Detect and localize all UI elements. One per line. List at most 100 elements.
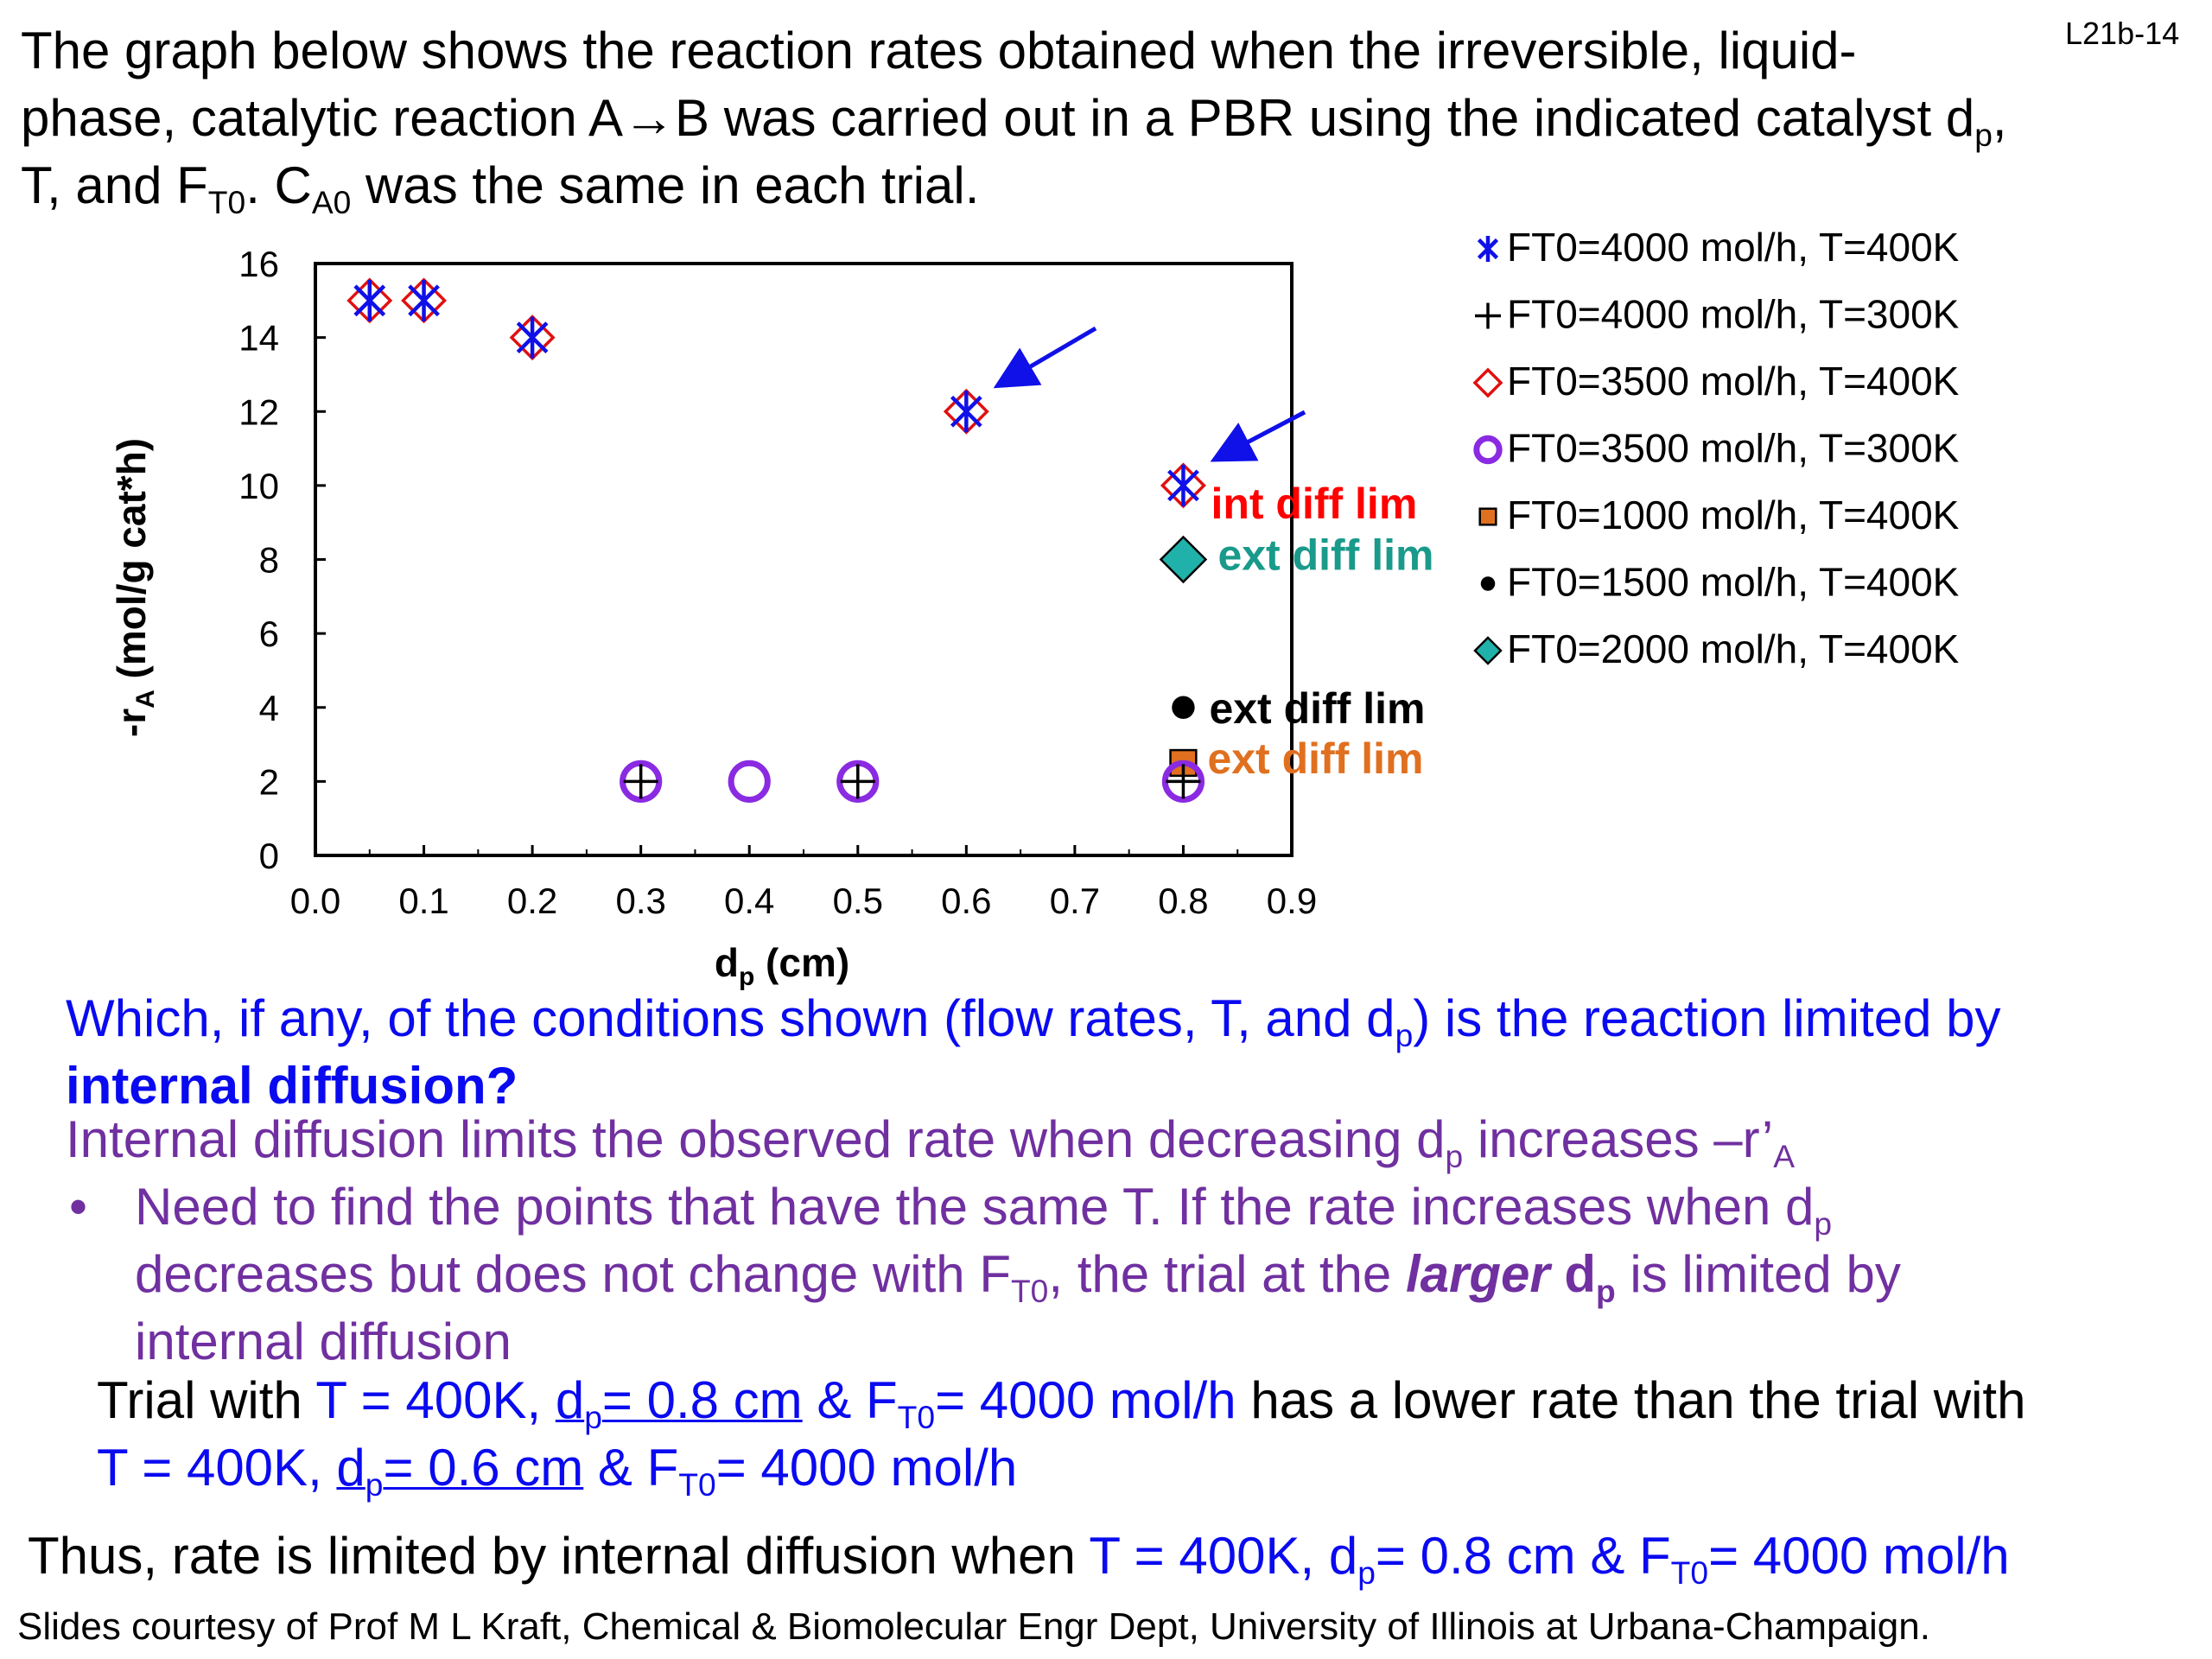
- question-line-2: internal diffusion?: [66, 1052, 518, 1120]
- legend-label: FT0=2000 mol/h, T=400K: [1507, 626, 1960, 671]
- plot-area: [314, 262, 1294, 857]
- data-point: [840, 764, 875, 799]
- intro-text-1: The graph below shows the reaction rates…: [21, 22, 1857, 79]
- answer-sub-p: p: [1445, 1137, 1464, 1174]
- y-tick-label: 8: [259, 540, 279, 581]
- x-tick-label: 0.4: [724, 880, 774, 921]
- conclusion-line: Thus, rate is limited by internal diffus…: [28, 1522, 2010, 1590]
- x-axis-label: dp (cm): [715, 940, 849, 991]
- data-point: [1167, 464, 1199, 506]
- trial-line-1: Trial with T = 400K, dp= 0.8 cm & FT0= 4…: [97, 1367, 2025, 1434]
- annotation-arrow: [1210, 410, 1306, 462]
- intro-sub-p: p: [1974, 116, 1993, 153]
- question-text-1b: ) is the reaction limited by: [1413, 989, 2001, 1047]
- series-diamond-fill: [1159, 535, 1208, 584]
- y-tick-label: 6: [259, 613, 279, 654]
- intro-line-3: T, and FT0. CA0 was the same in each tri…: [21, 152, 979, 219]
- x-tick-label: 0.6: [941, 880, 991, 921]
- answer-line-1: Internal diffusion limits the observed r…: [66, 1106, 1795, 1173]
- annotation-label: ext diff lim: [1217, 531, 1433, 580]
- data-point: [623, 764, 658, 799]
- x-tick-label: 0.1: [398, 880, 448, 921]
- data-point: [353, 279, 386, 321]
- trial-line-2: T = 400K, dp= 0.6 cm & FT0= 4000 mol/h: [97, 1434, 1017, 1502]
- legend-item: FT0=1500 mol/h, T=400K: [1480, 560, 1960, 605]
- legend-marker: [1480, 576, 1496, 591]
- axis-ticks: 0.0 0.1 0.2 0.3 0.4 0.5 0.6 0.7 0.8 0.9 0 2 4 6 8 10 12 1…: [238, 244, 1317, 921]
- data-point: [408, 279, 440, 321]
- intro-line-1: The graph below shows the reaction rates…: [21, 17, 1857, 85]
- y-tick-label: 2: [259, 761, 279, 802]
- intro-sub-t0: T0: [207, 183, 246, 220]
- answer-bullet-text-2a: decreases but does not change with F: [135, 1245, 1011, 1303]
- data-point: [950, 391, 982, 433]
- intro-text-2b: ,: [1992, 89, 2007, 147]
- legend-label: FT0=4000 mol/h, T=400K: [1507, 225, 1960, 270]
- answer-bullet-sub-t0: T0: [1010, 1272, 1049, 1309]
- legend-label: FT0=1000 mol/h, T=400K: [1507, 493, 1960, 537]
- trial-ft0-1: & FT0= 4000 mol/h: [802, 1371, 1236, 1435]
- series-circle-open: [620, 760, 1205, 803]
- data-point: [836, 760, 880, 803]
- legend-item: FT0=4000 mol/h, T=300K: [1475, 292, 1960, 337]
- y-tick-label: 12: [238, 391, 279, 432]
- legend-marker: [1473, 636, 1503, 665]
- annotation-label: int diff lim: [1211, 480, 1417, 528]
- answer-bullet-line-3: internal diffusion: [135, 1308, 512, 1376]
- x-tick-label: 0.5: [833, 880, 883, 921]
- legend-marker: [1475, 302, 1501, 329]
- legend-item: FT0=3500 mol/h, T=300K: [1473, 426, 1960, 471]
- answer-text-1b: increases –r’: [1463, 1110, 1774, 1168]
- x-tick-label: 0.2: [507, 880, 557, 921]
- annotation-arrow: [993, 326, 1097, 389]
- trial-dp1: dp= 0.8 cm: [555, 1371, 803, 1435]
- y-tick-label: 0: [259, 836, 279, 876]
- legend-item: FT0=4000 mol/h, T=400K: [1477, 225, 1960, 270]
- answer-bullet-text-2e: is limited by: [1615, 1245, 1901, 1303]
- answer-bullet-line-1: Need to find the points that have the sa…: [135, 1173, 1832, 1241]
- plot-border: [314, 262, 1294, 857]
- y-axis-label: -rA (mol/g cat*h): [109, 438, 160, 737]
- trial-t1: T = 400K,: [315, 1371, 556, 1429]
- legend-marker: [1477, 236, 1499, 262]
- intro-text-2a: phase, catalytic reaction A→B was carrie…: [21, 89, 1975, 147]
- intro-text-3c: was the same in each trial.: [351, 156, 980, 214]
- legend-item: FT0=2000 mol/h, T=400K: [1473, 626, 1960, 671]
- trial-text-a: Trial with: [97, 1371, 316, 1429]
- intro-line-2: phase, catalytic reaction A→B was carrie…: [21, 85, 2007, 152]
- intro-text-3b: . C: [245, 156, 312, 214]
- trial-ft0-2: & FT0= 4000 mol/h: [583, 1439, 1018, 1503]
- conclusion-condition: T = 400K, dp= 0.8 cm & FT0= 4000 mol/h: [1089, 1527, 2010, 1591]
- x-tick-label: 0.9: [1267, 880, 1317, 921]
- annotation-label: ext diff lim: [1207, 734, 1423, 783]
- series-asterisk: [353, 279, 1199, 506]
- x-tick-label: 0.3: [615, 880, 665, 921]
- data-point: [1159, 535, 1208, 584]
- series-plus: [623, 764, 1201, 799]
- question-line-1: Which, if any, of the conditions shown (…: [66, 985, 2001, 1052]
- data-point: [620, 760, 663, 803]
- footer-credit: Slides courtesy of Prof M L Kraft, Chemi…: [17, 1605, 1930, 1648]
- question-text-2: internal diffusion?: [66, 1057, 518, 1115]
- conclusion-text-a: Thus, rate is limited by internal diffus…: [28, 1527, 1090, 1585]
- intro-text-3a: T, and F: [21, 156, 208, 214]
- legend-marker: [1472, 367, 1503, 398]
- annotation-label: ext diff lim: [1209, 684, 1425, 733]
- answer-bullet-text-1: Need to find the points that have the sa…: [135, 1178, 1815, 1236]
- answer-bullet-text-2b: , the trial at the: [1048, 1245, 1406, 1303]
- legend-marker: [1473, 435, 1503, 465]
- legend-label: FT0=4000 mol/h, T=300K: [1507, 292, 1960, 337]
- intro-sub-a0: A0: [311, 183, 352, 220]
- slide-id: L21b-14: [2065, 16, 2180, 51]
- legend: FT0=4000 mol/h, T=400K FT0=4000 mol/h, T=…: [1472, 225, 1960, 671]
- legend-marker: [1478, 507, 1497, 526]
- x-tick-label: 0.0: [290, 880, 340, 921]
- legend-label: FT0=1500 mol/h, T=400K: [1507, 560, 1960, 605]
- data-point: [1161, 760, 1205, 803]
- legend-label: FT0=3500 mol/h, T=300K: [1507, 426, 1960, 471]
- x-tick-label: 0.7: [1050, 880, 1100, 921]
- data-point: [1166, 764, 1201, 799]
- trial-dp2: dp= 0.6 cm: [336, 1439, 584, 1503]
- legend-item: FT0=1000 mol/h, T=400K: [1478, 493, 1960, 537]
